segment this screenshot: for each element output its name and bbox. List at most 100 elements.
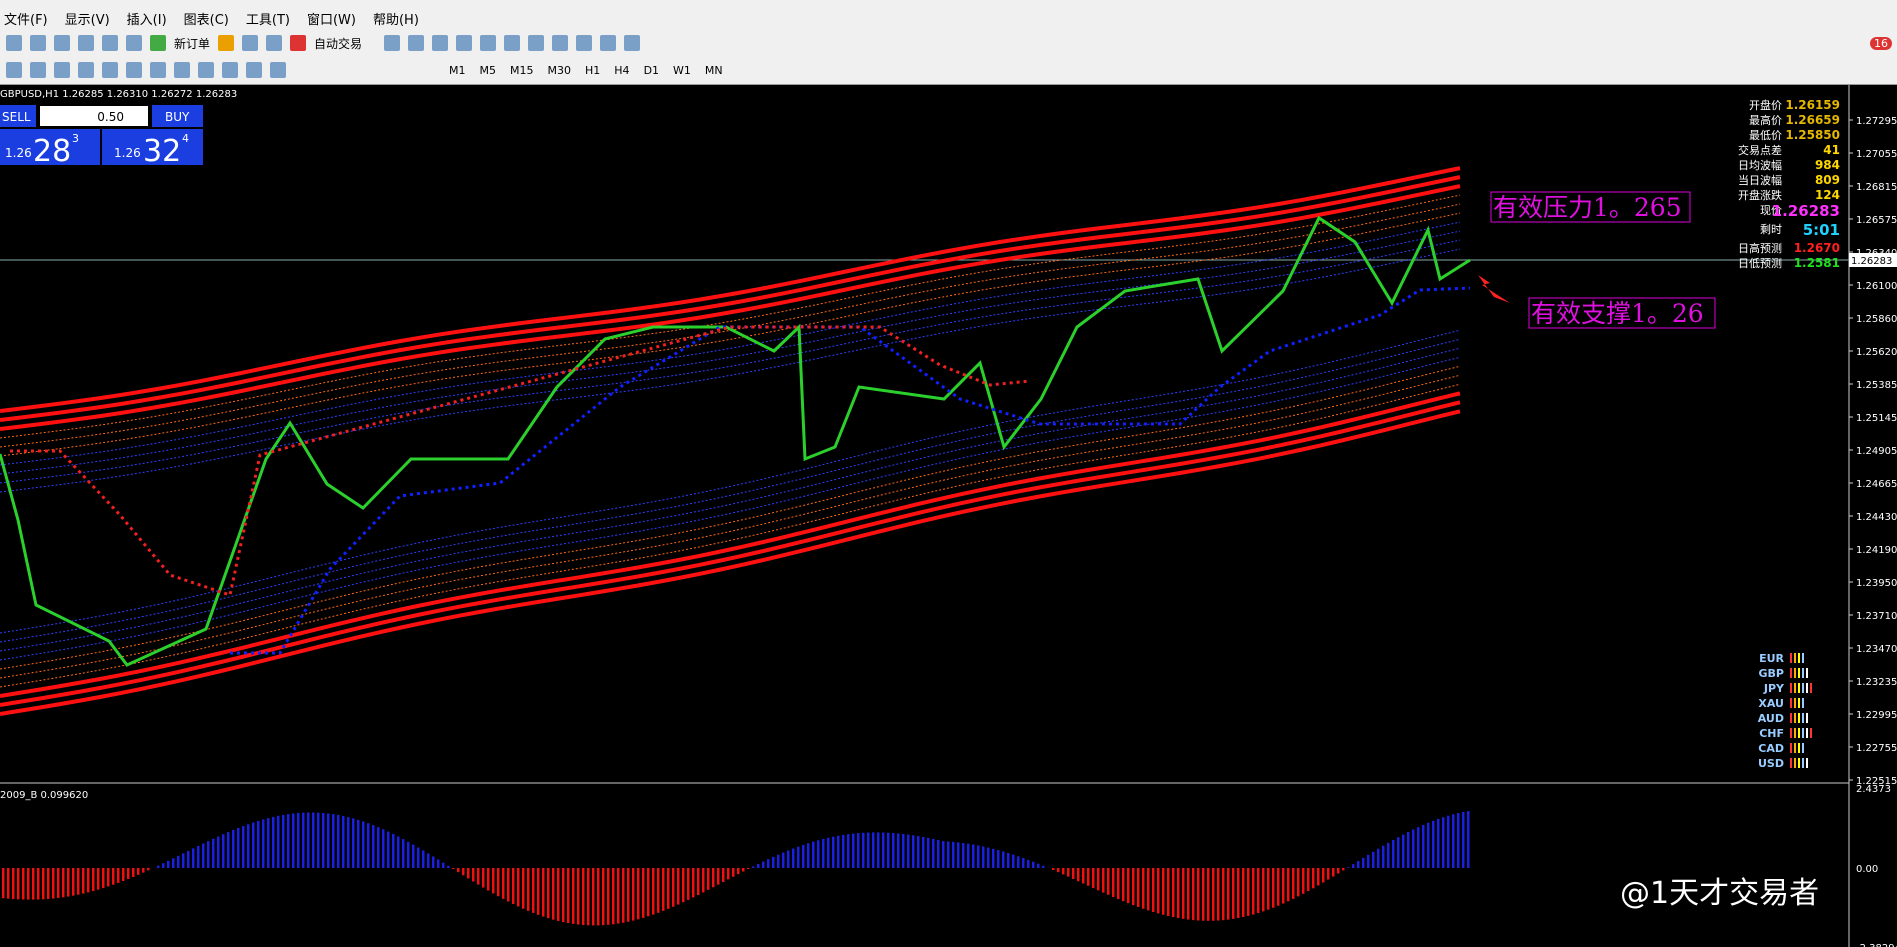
osc-bar <box>1282 868 1285 904</box>
timeframe[interactable]: M5 <box>479 63 497 77</box>
osc-bar <box>502 868 505 899</box>
timeframe[interactable]: H4 <box>614 63 630 77</box>
osc-bar <box>32 868 35 900</box>
price-label: 1.26340 <box>1856 248 1897 259</box>
timeframes: M1 M5 M15 M30 H1 H4 D1 W1 MN <box>444 63 728 78</box>
osc-bar <box>1347 867 1350 868</box>
timeframe[interactable]: D1 <box>643 63 660 77</box>
price-label: 1.22515 <box>1856 776 1897 787</box>
osc-bar <box>1312 868 1315 889</box>
price-label: 1.25145 <box>1856 413 1897 424</box>
price-label: 1.25385 <box>1856 380 1897 391</box>
osc-bar <box>487 868 490 891</box>
price-path <box>0 215 1471 667</box>
band-line <box>0 347 1461 652</box>
strength-bar <box>1790 668 1792 678</box>
timeframe[interactable]: M1 <box>449 63 466 77</box>
osc-bar <box>102 868 105 889</box>
menu-item[interactable]: 图表(C) <box>183 13 229 28</box>
osc-bar <box>497 868 500 897</box>
osc-bar <box>1147 868 1150 911</box>
osc-bar <box>802 844 805 868</box>
osc-bar <box>882 832 885 868</box>
osc-bar <box>1032 861 1035 868</box>
osc-bar <box>1362 857 1365 868</box>
trade-panel: SELL 0.50 BUY 1.26 28 3 1.26 32 4 <box>0 105 203 169</box>
osc-bar <box>847 834 850 868</box>
osc-bar <box>382 829 385 868</box>
osc-bar <box>1027 859 1030 868</box>
price-label: 1.24665 <box>1856 479 1897 490</box>
price-label: 1.27055 <box>1856 149 1897 160</box>
osc-bar <box>852 833 855 868</box>
timeframe[interactable]: MN <box>704 63 723 77</box>
osc-bar <box>637 868 640 920</box>
auto-trade[interactable]: 自动交易 <box>314 36 363 51</box>
osc-bar <box>537 868 540 915</box>
osc-bar <box>267 818 270 868</box>
band-line <box>0 230 1461 475</box>
strength-bar <box>1802 668 1804 678</box>
menu-item[interactable]: 显示(V) <box>64 13 110 28</box>
strength-bar <box>1810 683 1812 693</box>
osc-bar <box>2 868 5 899</box>
osc-bar <box>1057 868 1060 873</box>
band-line <box>0 239 1461 484</box>
osc-bar <box>262 819 265 868</box>
osc-bar <box>832 836 835 868</box>
strength-bar <box>1794 653 1796 663</box>
sell-button[interactable] <box>0 105 36 127</box>
osc-bar <box>1287 868 1290 902</box>
menu-item[interactable]: 文件(F) <box>4 13 48 28</box>
new-order[interactable]: 新订单 <box>174 36 211 51</box>
osc-bar <box>657 868 660 913</box>
menu-item[interactable]: 工具(T) <box>245 13 290 28</box>
osc-bar <box>142 868 145 873</box>
osc-bar <box>897 833 900 868</box>
osc-bar <box>957 842 960 868</box>
osc-bar <box>967 843 970 868</box>
osc-bar <box>97 868 100 890</box>
menu-item[interactable]: 插入(I) <box>126 13 167 28</box>
strength-bar <box>1802 743 1804 753</box>
menu-item[interactable]: 窗口(W) <box>306 13 356 28</box>
osc-bar <box>1072 868 1075 879</box>
osc-bar <box>137 868 140 875</box>
timeframe[interactable]: H1 <box>585 63 601 77</box>
osc-bar <box>172 858 175 868</box>
timeframe[interactable]: M15 <box>510 63 534 77</box>
osc-bar <box>1207 868 1210 921</box>
osc-bar <box>1052 868 1055 870</box>
strength-bar <box>1806 758 1808 768</box>
osc-bar <box>1342 868 1345 871</box>
osc-bar <box>922 836 925 868</box>
osc-bar <box>1252 868 1255 915</box>
annotation: 有效压力1。265 <box>1493 193 1682 222</box>
osc-bar <box>772 856 775 868</box>
osc-bar <box>767 859 770 868</box>
osc-bar <box>1272 868 1275 908</box>
osc-bar <box>872 832 875 868</box>
buy-button[interactable] <box>152 105 203 127</box>
sell-label: SELL <box>2 110 31 124</box>
price-label: 1.22755 <box>1856 743 1897 754</box>
osc-bar <box>952 841 955 868</box>
osc-bar <box>282 814 285 868</box>
timeframe[interactable]: M30 <box>547 63 572 77</box>
osc-bar <box>1182 868 1185 919</box>
osc-bar <box>982 846 985 868</box>
osc-bar <box>1462 811 1465 868</box>
timeframe[interactable]: W1 <box>673 63 691 77</box>
osc-bar <box>617 868 620 924</box>
osc-bar <box>877 832 880 868</box>
osc-bar <box>997 850 1000 868</box>
osc-bar <box>862 832 865 868</box>
osc-bar <box>1197 868 1200 921</box>
osc-bar <box>1132 868 1135 906</box>
osc-bar <box>582 868 585 925</box>
notification-badge[interactable]: 16 <box>1870 36 1892 50</box>
menu-item[interactable]: 帮助(H) <box>372 13 419 28</box>
osc-bar <box>947 841 950 868</box>
osc-bar <box>1172 868 1175 918</box>
lot-input[interactable] <box>40 106 148 126</box>
